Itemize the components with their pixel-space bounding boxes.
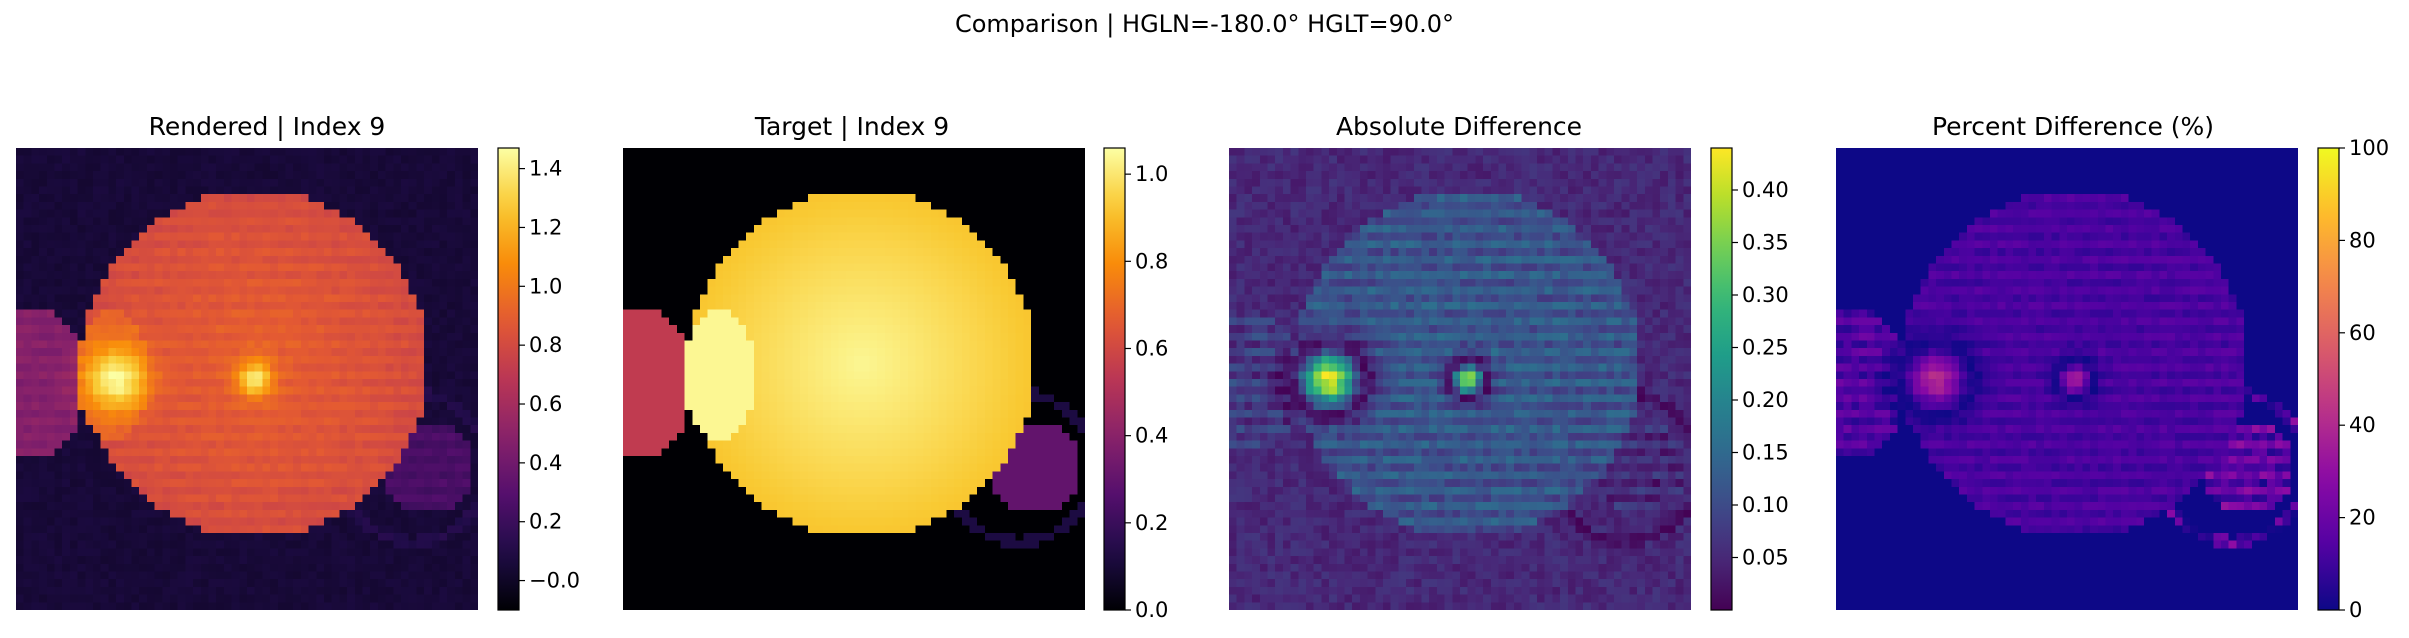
colorbar-tick-label: 60 — [2349, 321, 2376, 345]
panel-title-target: Target | Index 9 — [754, 112, 950, 141]
colorbar-tick-label: 100 — [2349, 136, 2389, 160]
colorbar-tick-label: −0.0 — [529, 569, 580, 593]
colorbar-tick-label: 1.4 — [529, 157, 562, 181]
heatmap-target — [623, 148, 1085, 610]
colorbar-tick-label: 0.8 — [1135, 249, 1168, 273]
colorbar-tick-label: 0.6 — [529, 392, 562, 416]
colorbar-gradient — [497, 147, 520, 611]
colorbar-tick-label: 0.25 — [1742, 336, 1789, 360]
panel-title-absolute-difference: Absolute Difference — [1335, 112, 1583, 141]
colorbar-tick-label: 0.2 — [529, 510, 562, 534]
colorbar-absolute-difference: 0.05 0.10 0.15 0.20 0.25 0.30 0.35 0.40 — [1710, 147, 1789, 611]
heatmap-percent-difference — [1836, 148, 2298, 610]
colorbar-tick-label: 80 — [2349, 228, 2376, 252]
colorbar-tick-label: 0.0 — [1135, 598, 1168, 622]
colorbar-tick-label: 1.0 — [529, 274, 562, 298]
colorbar-tick-label: 0.05 — [1742, 546, 1789, 570]
colorbar-tick-label: 0.4 — [1135, 424, 1168, 448]
colorbar-gradient — [2317, 147, 2340, 611]
colorbar-tick-label: 0.15 — [1742, 441, 1789, 465]
colorbar-tick-label: 40 — [2349, 413, 2376, 437]
colorbar-tick-label: 0.6 — [1135, 336, 1168, 360]
heatmap-absolute-difference — [1229, 148, 1691, 610]
colorbar-tick-label: 1.0 — [1135, 162, 1168, 186]
colorbar-tick-label: 0.10 — [1742, 493, 1789, 517]
colorbar-gradient — [1710, 147, 1733, 611]
colorbar-tick-label: 0.20 — [1742, 388, 1789, 412]
panel-title-percent-difference: Percent Difference (%) — [1931, 112, 2215, 141]
colorbar-gradient — [1103, 147, 1126, 611]
panel-title-rendered: Rendered | Index 9 — [148, 112, 386, 141]
colorbar-percent-difference: 0 20 40 60 80 100 — [2317, 136, 2389, 622]
colorbar-tick-label: 1.2 — [529, 215, 562, 239]
colorbar-tick-label: 0.40 — [1742, 178, 1789, 202]
colorbar-tick-label: 0.30 — [1742, 283, 1789, 307]
colorbar-tick-label: 20 — [2349, 506, 2376, 530]
colorbar-tick-label: 0.8 — [529, 333, 562, 357]
colorbar-tick-label: 0.2 — [1135, 511, 1168, 535]
colorbar-tick-label: 0.4 — [529, 451, 562, 475]
figure-suptitle: Comparison | HGLN=-180.0° HGLT=90.0° — [954, 10, 1455, 38]
heatmap-rendered — [16, 148, 478, 610]
colorbar-tick-label: 0 — [2349, 598, 2362, 622]
colorbar-tick-label: 0.35 — [1742, 231, 1789, 255]
colorbar-target: 0.0 0.2 0.4 0.6 0.8 1.0 — [1103, 147, 1168, 622]
colorbar-rendered: −0.0 0.2 0.4 0.6 0.8 1.0 1.2 1.4 — [497, 147, 580, 611]
